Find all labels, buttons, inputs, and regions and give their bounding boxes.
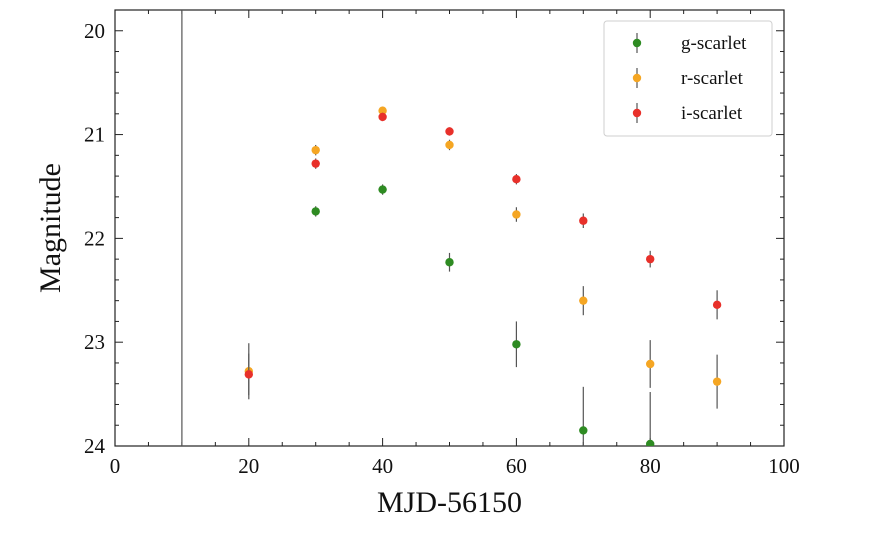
r-scarlet-point: [378, 106, 387, 115]
y-tick-label: 23: [84, 330, 105, 354]
g-scarlet-point: [378, 185, 387, 194]
i-scarlet-point: [244, 370, 253, 379]
g-scarlet-point: [579, 426, 588, 435]
r-scarlet-point: [712, 377, 722, 386]
i-scarlet-point: [445, 127, 454, 136]
g-scarlet-legend-label: g-scarlet: [681, 33, 747, 54]
x-axis-title: MJD-56150: [377, 486, 522, 519]
i-scarlet-series: [244, 112, 722, 396]
r-scarlet-point: [311, 145, 320, 155]
i-scarlet-point: [512, 175, 521, 184]
legend: g-scarlet r-scarlet i-scarlet: [603, 20, 773, 137]
x-tick-label: 60: [506, 454, 527, 478]
r-scarlet-legend-marker: [632, 73, 642, 83]
x-tick-label: 0: [110, 454, 121, 478]
r-scarlet-point: [512, 210, 521, 219]
r-scarlet-point: [579, 296, 588, 305]
r-scarlet-point: [445, 140, 454, 150]
legend-box: [603, 20, 773, 137]
y-tick-label: 20: [84, 19, 105, 43]
x-tick-label: 100: [768, 454, 800, 478]
y-tick-label: 21: [84, 123, 105, 147]
y-tick-label: 22: [84, 226, 105, 250]
i-scarlet-point: [378, 112, 387, 122]
g-scarlet-point: [512, 340, 521, 349]
r-scarlet-legend-label: r-scarlet: [681, 68, 744, 89]
data-marks: [244, 106, 722, 446]
i-scarlet-legend-marker: [632, 108, 642, 118]
i-scarlet-legend-label: i-scarlet: [681, 103, 743, 124]
g-scarlet-point: [646, 439, 655, 446]
plot-area: 0 20 40 60 80 100 20 21 22 23 24: [84, 9, 800, 478]
g-scarlet-point: [311, 207, 320, 216]
g-scarlet-point: [445, 258, 454, 267]
clipped-marks: [244, 106, 722, 446]
i-scarlet-point: [712, 300, 722, 310]
y-axis-title: Magnitude: [34, 163, 67, 293]
i-scarlet-point: [646, 254, 655, 264]
r-scarlet-point: [646, 359, 655, 369]
r-scarlet-series: [244, 106, 722, 409]
i-scarlet-point: [311, 159, 320, 168]
g-scarlet-legend-marker: [632, 38, 642, 48]
x-tick-label: 80: [640, 454, 661, 478]
x-tick-label: 20: [238, 454, 259, 478]
i-scarlet-point: [579, 216, 588, 225]
g-scarlet-series: [311, 184, 655, 446]
x-tick-label: 40: [372, 454, 393, 478]
y-tick-label: 24: [84, 434, 106, 458]
